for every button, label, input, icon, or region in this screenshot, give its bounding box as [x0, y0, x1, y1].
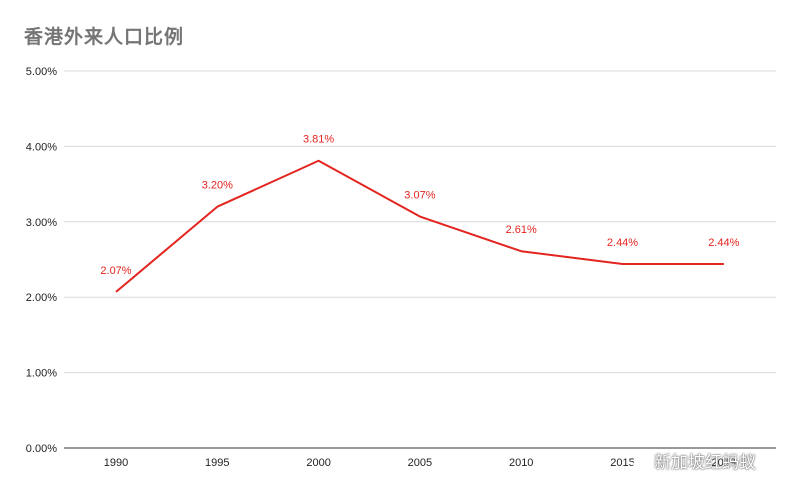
watermark-text: 新加坡红蚂蚁 — [654, 452, 756, 473]
chart-title: 香港外来人口比例 — [24, 26, 185, 48]
series-lines — [115, 159, 724, 293]
wechat-icon — [626, 449, 648, 471]
x-tick-label: 2019 — [712, 457, 736, 469]
y-tick-label: 1.00% — [26, 368, 57, 380]
y-tick-label: 3.00% — [26, 217, 57, 229]
data-label: 3.81% — [303, 134, 334, 146]
data-label: 3.20% — [202, 180, 233, 192]
x-axis-ticks: 1990 1995 2000 2005 2010 2015 2019 — [104, 457, 736, 469]
x-tick-label: 2005 — [408, 457, 432, 469]
data-labels: 2.07% 3.20% 3.81% 3.07% 2.61% 2.44% 2.44% — [100, 134, 739, 277]
y-tick-label: 2.00% — [26, 292, 57, 304]
data-label: 3.07% — [404, 190, 435, 202]
x-tick-label: 2010 — [509, 457, 533, 469]
x-tick-label: 2000 — [306, 457, 330, 469]
watermark: 新加坡红蚂蚁 — [626, 447, 756, 473]
y-tick-label: 5.00% — [26, 66, 57, 78]
data-label: 2.44% — [607, 237, 638, 249]
x-tick-label: 1995 — [205, 457, 229, 469]
y-axis-ticks: 0.00% 1.00% 2.00% 3.00% 4.00% 5.00% — [26, 66, 57, 455]
y-tick-label: 0.00% — [26, 443, 57, 455]
gridlines — [64, 70, 776, 449]
data-label: 2.61% — [506, 224, 537, 236]
y-tick-label: 4.00% — [26, 141, 57, 153]
x-tick-label: 1990 — [104, 457, 128, 469]
data-label: 2.07% — [100, 265, 131, 277]
data-label: 2.44% — [708, 237, 739, 249]
